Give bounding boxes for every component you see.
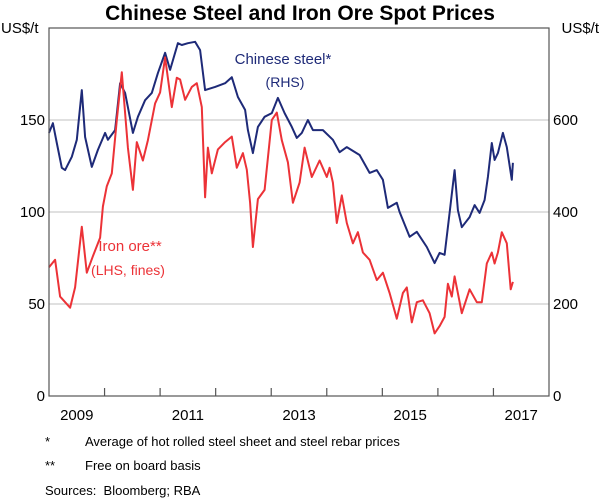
footnote-2-mark: **	[45, 458, 55, 473]
series-lines	[48, 40, 514, 335]
iron-series-sublabel: (LHS, fines)	[91, 262, 165, 278]
x-tick-label: 2017	[505, 407, 538, 424]
left-axis-unit: US$/t	[1, 20, 39, 37]
steel-series-sublabel: (RHS)	[266, 74, 305, 90]
right-axis-unit: US$/t	[561, 20, 599, 37]
iron-ore-price-line	[48, 56, 514, 335]
steel-series-label: Chinese steel*	[235, 51, 332, 68]
right-y-tick-label: 0	[553, 388, 561, 405]
right-y-tick-label: 600	[553, 112, 578, 129]
footnote-1-text: Average of hot rolled steel sheet and st…	[85, 434, 400, 449]
footnote-1-mark: *	[45, 434, 50, 449]
x-tick-label: 2013	[282, 407, 315, 424]
iron-series-label: Iron ore**	[98, 238, 162, 255]
right-y-tick-label: 400	[553, 204, 578, 221]
left-y-tick-label: 100	[20, 204, 45, 221]
left-y-tick-label: 0	[37, 388, 45, 405]
y-axis-labels: 0 50 100 150 0 200 400 600	[20, 112, 578, 405]
x-tick-label: 2015	[393, 407, 426, 424]
plot-frame	[48, 27, 550, 397]
left-y-tick-label: 50	[28, 296, 45, 313]
chart-title: Chinese Steel and Iron Ore Spot Prices	[105, 2, 495, 25]
footnote-2-text: Free on board basis	[85, 458, 201, 473]
x-tick-label: 2009	[60, 407, 93, 424]
right-y-tick-label: 200	[553, 296, 578, 313]
left-y-tick-label: 150	[20, 112, 45, 129]
sources-note: Sources: Bloomberg; RBA	[45, 483, 201, 498]
x-axis-ticks: 2009 2011 2013 2015 2017	[60, 388, 538, 424]
x-tick-label: 2011	[172, 407, 204, 424]
